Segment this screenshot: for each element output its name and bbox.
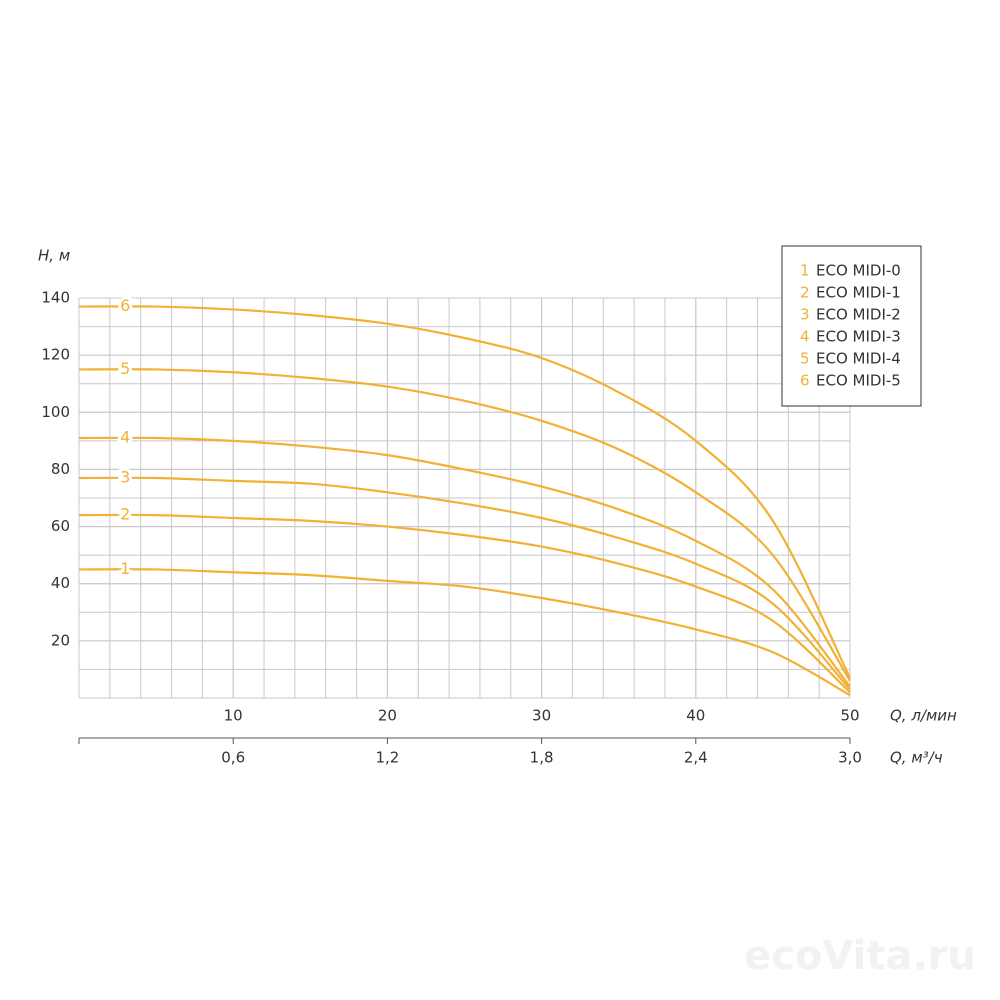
curve (78, 568, 851, 697)
legend-label: ECO MIDI-3 (816, 328, 901, 346)
x2-tick-label: 1,8 (530, 749, 554, 767)
curve (78, 368, 851, 682)
legend-label: ECO MIDI-2 (816, 306, 901, 324)
curve-label: 1 (120, 559, 130, 578)
legend-label: ECO MIDI-0 (816, 262, 901, 280)
legend-number: 1 (800, 262, 810, 280)
y-tick-label: 80 (51, 460, 70, 478)
legend-label: ECO MIDI-1 (816, 284, 901, 302)
watermark: ecoVita.ru (744, 933, 976, 979)
y-tick-label: 120 (41, 346, 70, 364)
y-tick-label: 20 (51, 631, 70, 649)
legend-label: ECO MIDI-4 (816, 350, 901, 368)
x-axis-label: Q, л/мин (890, 707, 957, 725)
curve (78, 476, 851, 691)
curve (78, 305, 851, 679)
x2-axis-label: Q, м³/ч (890, 749, 943, 767)
curve-label: 5 (120, 359, 130, 378)
legend-number: 2 (800, 284, 810, 302)
legend-number: 5 (800, 350, 810, 368)
x2-tick-label: 0,6 (221, 749, 245, 767)
y-tick-label: 40 (51, 574, 70, 592)
y-tick-label: 60 (51, 517, 70, 535)
legend-number: 4 (800, 328, 810, 346)
x2-tick-label: 2,4 (684, 749, 708, 767)
legend-box (781, 245, 922, 407)
x-tick-label: 20 (378, 707, 397, 725)
x-tick-label: 10 (224, 707, 243, 725)
x-tick-label: 30 (532, 707, 551, 725)
curve-label: 3 (120, 468, 130, 487)
y-tick-label: 100 (41, 403, 70, 421)
curve (78, 436, 851, 688)
curve-label: 4 (120, 428, 130, 447)
x2-tick-label: 1,2 (375, 749, 399, 767)
x-tick-label: 50 (840, 707, 859, 725)
x-tick-label: 40 (686, 707, 705, 725)
y-tick-label: 140 (41, 289, 70, 307)
curve-label: 2 (120, 505, 130, 524)
legend-label: ECO MIDI-5 (816, 372, 901, 390)
curve-label: 6 (120, 296, 130, 315)
x2-tick-label: 3,0 (838, 749, 862, 767)
legend-number: 3 (800, 306, 810, 324)
curve (78, 513, 851, 694)
legend-number: 6 (800, 372, 810, 390)
y-axis-label: H, м (38, 247, 70, 265)
